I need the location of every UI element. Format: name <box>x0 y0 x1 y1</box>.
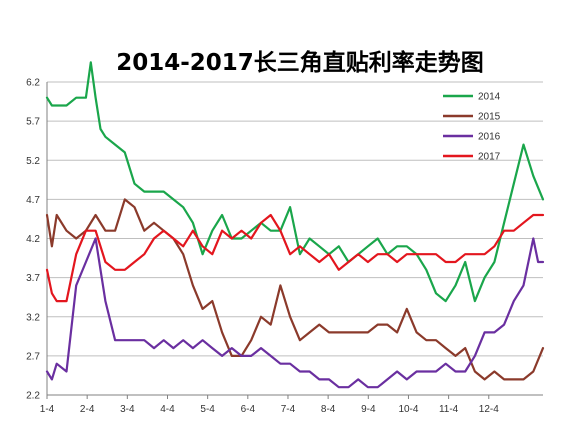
x-tick-label: 2-4 <box>80 404 95 415</box>
x-tick-label: 11-4 <box>439 404 459 415</box>
series-line-2014 <box>45 61 545 303</box>
legend-label: 2017 <box>478 152 501 163</box>
x-tick-label: 4-4 <box>160 404 175 415</box>
x-tick-label: 12-4 <box>479 404 499 415</box>
y-tick-label: 6.2 <box>26 78 40 89</box>
grid-lines <box>47 81 543 396</box>
x-tick-labels: 1-4 2-4 3-4 4-4 5-4 6-4 7-4 8-4 9-4 10-4 11-4 12-4 <box>40 404 499 415</box>
series-line-2015 <box>45 198 545 381</box>
series-line-2016 <box>45 237 545 389</box>
y-tick-label: 3.2 <box>26 312 40 323</box>
x-tick-label: 10-4 <box>398 404 418 415</box>
axes <box>46 82 543 399</box>
legend-label: 2015 <box>478 112 501 123</box>
y-tick-labels: 2.2 2.7 3.2 3.7 4.2 4.7 5.2 5.7 6.2 <box>26 78 40 402</box>
x-tick-label: 6-4 <box>241 404 256 415</box>
series-line-2017 <box>45 213 545 303</box>
y-tick-label: 5.7 <box>26 117 40 128</box>
legend: 2014 2015 2016 2017 <box>443 92 501 163</box>
x-tick-label: 1-4 <box>40 404 55 415</box>
x-tick-label: 9-4 <box>361 404 376 415</box>
y-tick-label: 2.7 <box>26 351 40 362</box>
legend-label: 2016 <box>478 132 501 143</box>
y-tick-label: 4.7 <box>26 195 40 206</box>
y-tick-label: 2.2 <box>26 391 40 402</box>
x-tick-label: 5-4 <box>200 404 215 415</box>
legend-label: 2014 <box>478 92 501 103</box>
x-tick-label: 7-4 <box>281 404 296 415</box>
chart-title: 2014-2017长三角直贴利率走势图 <box>116 49 484 76</box>
x-tick-label: 8-4 <box>321 404 336 415</box>
y-tick-label: 5.2 <box>26 156 40 167</box>
x-tick-label: 3-4 <box>120 404 135 415</box>
series-lines <box>45 61 545 389</box>
y-tick-label: 3.7 <box>26 273 40 284</box>
y-tick-label: 4.2 <box>26 234 40 245</box>
